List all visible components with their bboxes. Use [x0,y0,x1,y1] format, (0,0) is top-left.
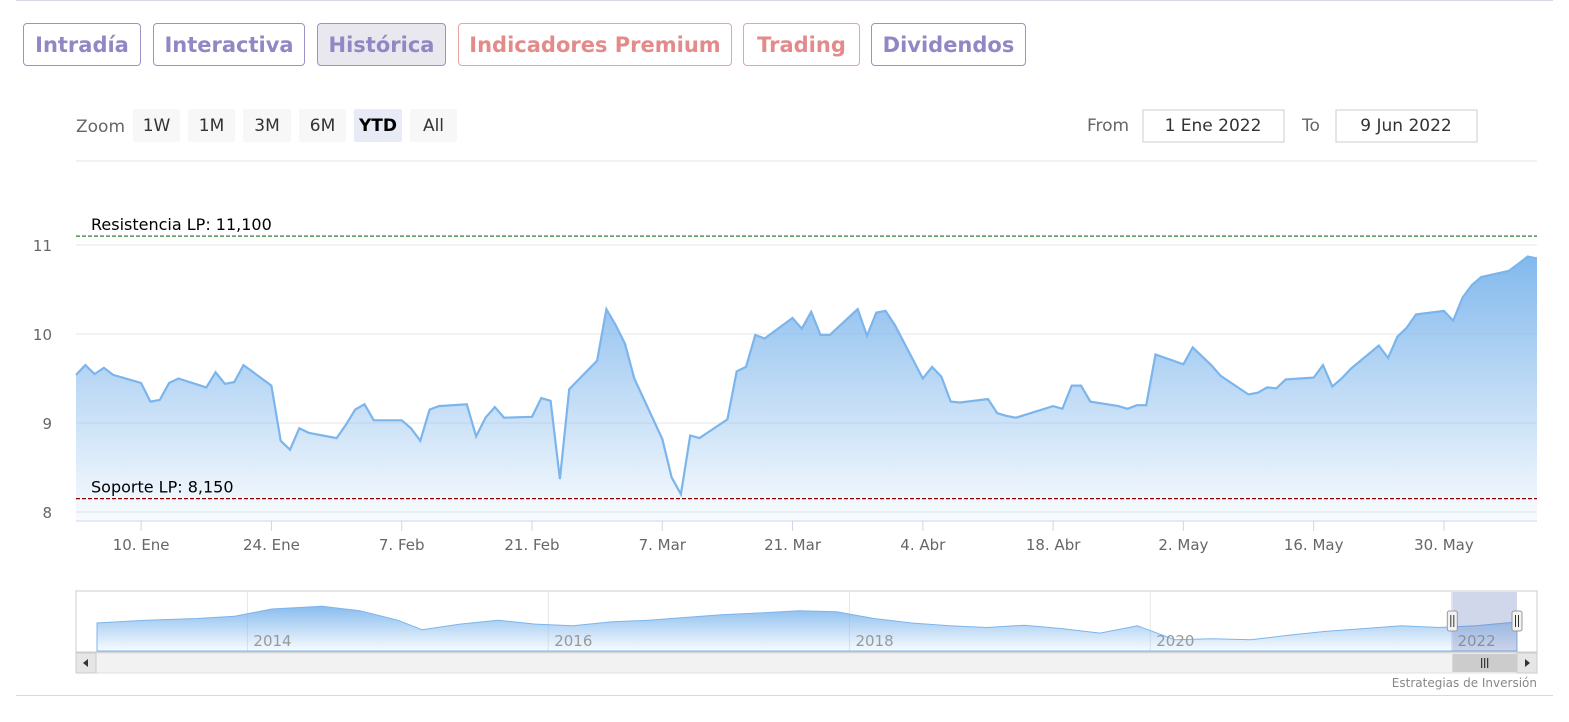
y-tick-label: 9 [42,415,52,433]
range-selector: Zoom 1W 1M 3M 6M YTD All From 1 Ene 2022 To 9… [76,109,1537,162]
grip-icon [1481,658,1489,668]
x-tick-label: 21. Feb [504,536,559,554]
zoom-1m-button[interactable]: 1M [188,109,235,142]
x-tick-label: 4. Abr [900,536,946,554]
zoom-6m-button[interactable]: 6M [299,109,346,142]
y-axis-labels: 8 9 10 11 [33,237,52,522]
tab-intradia[interactable]: Intradía [23,23,141,66]
x-tick-label: 7. Feb [379,536,425,554]
from-date-value: 1 Ene 2022 [1165,116,1262,136]
support-line-label: Soporte LP: 8,150 [91,478,234,497]
navigator-right-handle[interactable] [1511,610,1523,632]
price-line [75,255,1538,498]
credits[interactable]: Estrategias de Inversión [1391,676,1537,690]
navigator-tick-label: 2014 [253,632,291,650]
tab-dividendos[interactable]: Dividendos [871,23,1026,66]
navigator-tick-label: 2018 [855,632,893,650]
scrollbar-track[interactable] [75,652,1538,674]
to-date-input[interactable] [1335,109,1478,143]
zoom-all-button[interactable]: All [410,109,457,142]
navigator-tick-label: 2016 [554,632,592,650]
zoom-button-label: 1W [143,116,171,136]
x-tick-label: 10. Ene [113,536,170,554]
y-tick-label: 10 [33,326,52,344]
resistance-line-label: Resistencia LP: 11,100 [91,215,272,234]
x-tick-label: 24. Ene [243,536,300,554]
tab-interactiva[interactable]: Interactiva [153,23,305,66]
from-date-input[interactable] [1142,109,1285,143]
chevron-left-icon [83,659,88,667]
bottom-divider [16,695,1553,696]
navigator-series [96,605,1518,652]
zoom-3m-button[interactable]: 3M [243,109,291,142]
chevron-right-icon [1525,659,1530,667]
navigator-selection[interactable] [1452,592,1517,651]
zoom-button-label: All [423,116,444,136]
zoom-button-label: YTD [358,116,397,136]
navigator-left-handle[interactable] [1446,610,1458,632]
x-tick-label: 16. May [1284,536,1344,554]
navigator-tick-label: 2022 [1457,632,1495,650]
price-area [76,256,1537,521]
zoom-ytd-button[interactable]: YTD [354,109,402,142]
top-divider [16,0,1553,1]
zoom-1w-button[interactable]: 1W [133,109,180,142]
x-axis-ticks: 10. Ene 24. Ene 7. Feb 21. Feb 7. Mar 21. Mar… [113,521,1474,554]
scrollbar[interactable] [75,652,1538,674]
x-tick-label: 30. May [1414,536,1474,554]
x-tick-label: 2. May [1158,536,1208,554]
to-date-value: 9 Jun 2022 [1360,116,1451,136]
zoom-button-label: 1M [199,116,224,136]
navigator-tick-label: 2020 [1156,632,1194,650]
navigator: 2014 2016 2018 2020 2022 [75,590,1538,653]
zoom-button-label: 6M [310,116,335,136]
tab-indicadores-premium[interactable]: Indicadores Premium [458,23,732,66]
plot-lines: Resistencia LP: 11,100 Soporte LP: 8,150 [76,215,1537,500]
x-tick-label: 18. Abr [1026,536,1081,554]
tab-historica[interactable]: Histórica [317,23,446,66]
to-label: To [1301,116,1320,136]
from-label: From [1087,116,1129,136]
y-tick-label: 11 [33,237,52,255]
tab-trading[interactable]: Trading [743,23,860,66]
x-tick-label: 21. Mar [764,536,822,554]
y-tick-label: 8 [42,504,52,522]
x-tick-label: 7. Mar [639,536,687,554]
zoom-button-label: 3M [254,116,279,136]
zoom-label: Zoom [76,117,125,137]
